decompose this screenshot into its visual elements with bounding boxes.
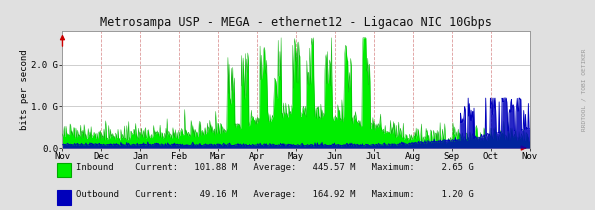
- Text: RRDTOOL / TOBI OETIKER: RRDTOOL / TOBI OETIKER: [582, 49, 587, 131]
- Text: Outbound   Current:    49.16 M   Average:   164.92 M   Maximum:     1.20 G: Outbound Current: 49.16 M Average: 164.9…: [76, 190, 473, 199]
- Text: Inbound    Current:   101.88 M   Average:   445.57 M   Maximum:     2.65 G: Inbound Current: 101.88 M Average: 445.5…: [76, 163, 473, 172]
- Title: Metrosampa USP - MEGA - ethernet12 - Ligacao NIC 10Gbps: Metrosampa USP - MEGA - ethernet12 - Lig…: [100, 16, 492, 29]
- Y-axis label: bits per second: bits per second: [20, 50, 29, 130]
